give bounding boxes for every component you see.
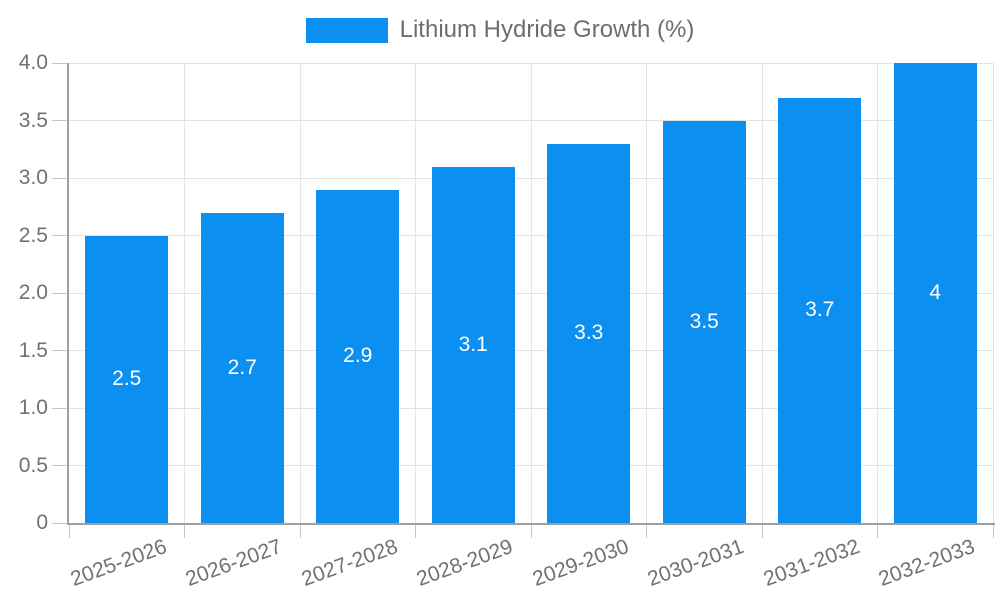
x-tick-mark: [415, 525, 416, 538]
x-tick-mark: [68, 525, 70, 538]
bar-value-label: 3.5: [689, 309, 719, 333]
bar[interactable]: 4: [893, 63, 977, 523]
y-tick-mark: [52, 62, 69, 64]
bar[interactable]: 2.9: [316, 189, 400, 523]
y-tick-mark: [52, 465, 69, 466]
x-tick-mark: [184, 525, 185, 538]
y-axis-tick-label: 2.5: [18, 223, 48, 247]
bar-value-label: 3.3: [574, 321, 604, 345]
y-tick-mark: [52, 407, 69, 409]
bar-value-label: 2.5: [112, 367, 142, 391]
y-tick-mark: [52, 120, 69, 121]
y-axis-tick-label: 3.5: [18, 108, 48, 132]
bar-value-label: 2.9: [343, 344, 373, 368]
bar[interactable]: 3.7: [778, 97, 862, 523]
y-tick-mark: [52, 350, 69, 351]
y-axis-tick-label: 3.0: [18, 166, 48, 189]
bar[interactable]: 3.5: [662, 120, 746, 523]
legend-label: Lithium Hydride Growth (%): [399, 16, 695, 43]
y-tick-mark: [52, 177, 69, 179]
x-gridline: [992, 63, 994, 523]
x-gridline: [877, 63, 878, 523]
bar-value-label: 3.1: [458, 332, 488, 356]
bar-value-label: 2.7: [227, 355, 257, 379]
x-gridline: [761, 63, 763, 523]
y-axis-tick-label: 0.5: [18, 453, 48, 477]
y-tick-mark: [52, 292, 69, 294]
y-axis-tick-label: 1.5: [18, 338, 48, 362]
x-axis-line: [67, 523, 995, 525]
y-tick-mark: [52, 235, 69, 236]
y-axis-line: [67, 63, 69, 525]
bar-value-label: 3.7: [805, 298, 835, 322]
bar[interactable]: 2.7: [200, 212, 284, 523]
x-gridline: [415, 63, 416, 523]
bar-value-label: 4: [929, 281, 942, 304]
y-axis-tick-label: 0: [36, 511, 48, 534]
y-axis-tick-label: 2.0: [18, 281, 48, 304]
y-tick-mark: [52, 522, 69, 524]
bar[interactable]: 3.3: [547, 143, 631, 523]
x-gridline: [530, 63, 532, 523]
y-axis-tick-label: 1.0: [18, 396, 48, 419]
x-gridline: [646, 63, 647, 523]
bar[interactable]: 2.5: [85, 235, 169, 523]
y-axis-tick-label: 4.0: [18, 51, 48, 74]
x-tick-mark: [992, 525, 994, 538]
legend[interactable]: Lithium Hydride Growth (%): [0, 17, 1000, 43]
legend-swatch: [305, 17, 388, 43]
x-gridline: [299, 63, 301, 523]
x-tick-mark: [877, 525, 878, 538]
x-gridline: [184, 63, 185, 523]
x-tick-mark: [299, 525, 301, 538]
x-tick-mark: [646, 525, 647, 538]
x-tick-mark: [761, 525, 763, 538]
bar[interactable]: 3.1: [431, 166, 515, 523]
x-tick-mark: [530, 525, 532, 538]
